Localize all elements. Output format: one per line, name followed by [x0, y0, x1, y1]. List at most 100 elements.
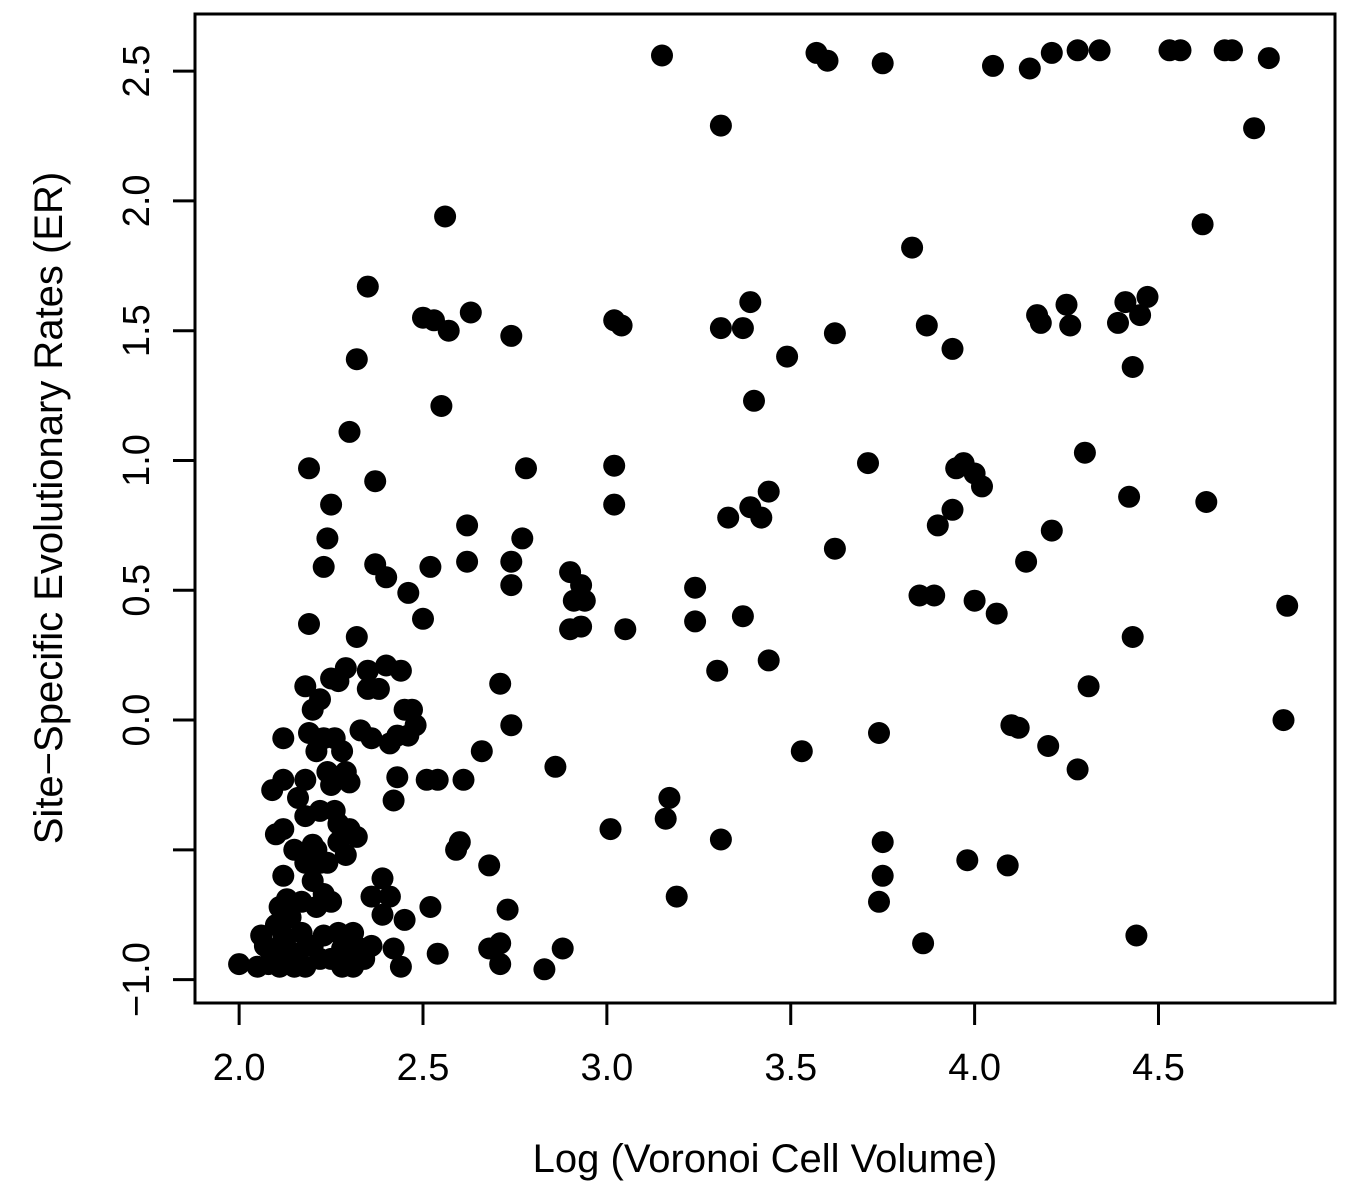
data-point: [437, 319, 460, 342]
data-point: [448, 831, 471, 854]
x-tick-label: 4.5: [1132, 1047, 1185, 1089]
data-point: [1257, 47, 1280, 70]
data-point: [1066, 758, 1089, 781]
data-point: [1059, 314, 1082, 337]
y-tick-label: 0.5: [116, 564, 158, 617]
data-point: [1114, 291, 1137, 314]
data-point: [316, 527, 339, 550]
data-point: [389, 955, 412, 978]
y-tick-label: 1.0: [116, 434, 158, 487]
data-point: [272, 864, 295, 887]
data-point: [1040, 41, 1063, 64]
data-point: [397, 581, 420, 604]
data-point: [489, 932, 512, 955]
data-point: [654, 807, 677, 830]
x-tick-label: 2.5: [397, 1047, 450, 1089]
data-point: [272, 768, 295, 791]
data-point: [456, 550, 479, 573]
data-point: [1037, 735, 1060, 757]
data-point: [1055, 293, 1078, 316]
data-point: [294, 675, 317, 698]
data-point: [1066, 39, 1089, 62]
data-point: [298, 613, 320, 635]
data-point: [1191, 213, 1214, 236]
data-point: [386, 766, 409, 789]
data-point: [452, 768, 475, 791]
data-point: [287, 786, 309, 809]
data-point: [731, 317, 754, 340]
data-point: [500, 550, 523, 573]
y-axis-title: Site−Specific Evolutionary Rates (ER): [27, 172, 71, 845]
data-point: [570, 615, 593, 638]
data-point: [375, 566, 398, 589]
data-point: [941, 337, 964, 360]
x-axis-title: Log (Voronoi Cell Volume): [533, 1137, 998, 1181]
data-point: [1029, 311, 1052, 334]
data-point: [320, 890, 343, 913]
data-point: [312, 555, 335, 578]
data-point: [956, 849, 979, 872]
data-point: [757, 649, 780, 672]
data-point: [573, 589, 596, 612]
data-point: [1088, 39, 1111, 62]
data-point: [823, 322, 846, 345]
data-point: [279, 906, 302, 929]
data-point: [1121, 356, 1144, 378]
data-point: [1118, 485, 1141, 508]
data-point: [1073, 441, 1096, 464]
data-point: [971, 475, 993, 498]
data-point: [345, 348, 368, 371]
data-point: [338, 771, 361, 794]
data-point: [345, 825, 368, 848]
data-point: [750, 506, 773, 529]
data-point: [1125, 924, 1148, 947]
data-point: [320, 493, 343, 516]
data-point: [393, 908, 416, 931]
data-point: [871, 831, 894, 854]
data-points: [228, 39, 1299, 981]
data-point: [500, 714, 523, 737]
data-point: [923, 584, 946, 607]
data-point: [985, 602, 1008, 625]
data-point: [915, 314, 938, 337]
data-point: [389, 659, 412, 682]
data-point: [1195, 491, 1218, 513]
data-point: [356, 275, 379, 298]
data-point: [533, 958, 556, 981]
data-point: [739, 291, 762, 314]
data-point: [345, 626, 368, 648]
data-point: [334, 657, 357, 680]
data-point: [963, 589, 986, 612]
x-tick-label: 3.5: [764, 1047, 817, 1089]
data-point: [658, 786, 681, 809]
data-point: [684, 610, 707, 633]
data-point: [996, 854, 1019, 877]
data-point: [731, 605, 754, 628]
data-point: [316, 851, 339, 874]
data-point: [1272, 709, 1295, 732]
data-point: [1015, 550, 1038, 573]
data-point: [941, 498, 964, 521]
data-point: [757, 480, 780, 503]
data-point: [1136, 285, 1159, 308]
data-point: [228, 953, 251, 976]
y-tick-label: 0.0: [116, 694, 158, 747]
data-point: [871, 52, 894, 75]
x-tick-label: 2.0: [213, 1047, 266, 1089]
data-point: [489, 953, 512, 976]
data-point: [419, 555, 442, 578]
data-point: [823, 537, 846, 560]
data-point: [717, 506, 740, 529]
data-point: [665, 885, 688, 908]
data-point: [364, 470, 387, 493]
data-point: [338, 420, 361, 443]
data-point: [298, 457, 320, 480]
data-point: [1107, 311, 1129, 334]
data-point: [272, 727, 295, 750]
data-point: [456, 514, 479, 537]
data-point: [868, 890, 890, 913]
data-point: [371, 903, 394, 926]
data-point: [360, 934, 383, 957]
data-point: [1276, 594, 1299, 617]
